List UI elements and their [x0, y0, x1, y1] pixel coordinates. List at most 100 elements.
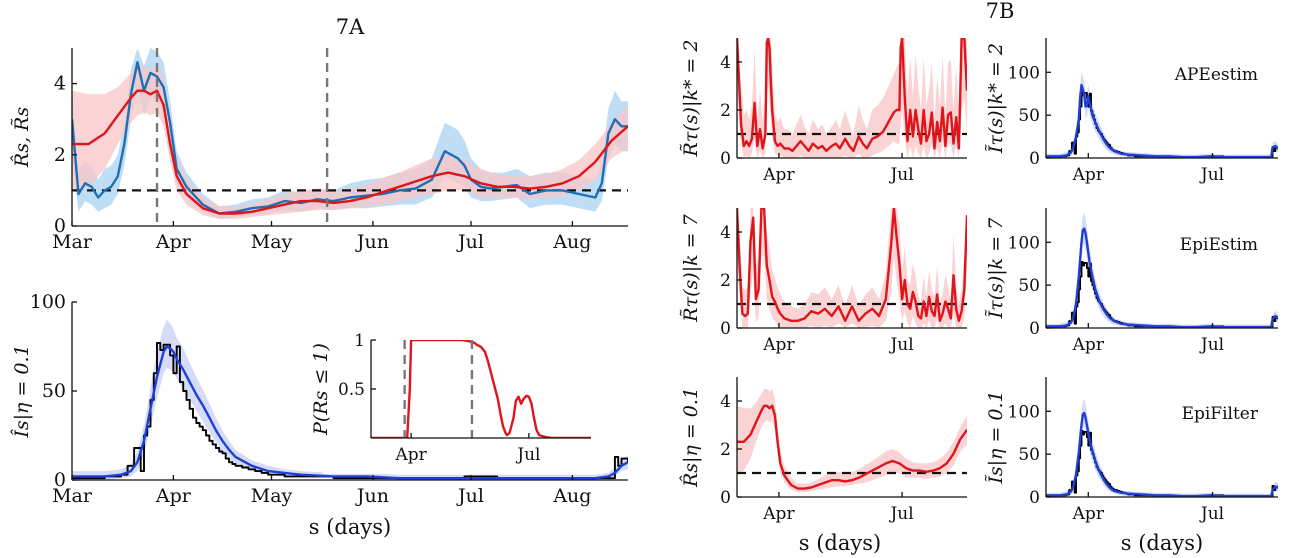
- panel-b-r-epifilter: 0 2 4 Apr Jul R̂s|η = 0.1 s (days): [680, 377, 967, 555]
- method-label: APEestim: [1174, 65, 1258, 85]
- panel-b-i-epiestim: 0 50 100 Apr Jul Ĩτ(s)|k = 7 EpiEstim: [985, 208, 1278, 355]
- y-axis-label: Ĩτ(s)|k* = 2: [985, 43, 1007, 154]
- plot-area-a-inset: [371, 340, 591, 438]
- y-tick-label: 0: [720, 319, 731, 339]
- series-line-hat: [72, 61, 628, 215]
- x-tick-label: Apr: [762, 335, 795, 355]
- y-axis-label: Ĩτ(s)|k = 7: [985, 217, 1007, 320]
- series-line-predicted: [1046, 83, 1278, 158]
- panel-b-i-apeestim: 0 50 100 Apr Jul Ĩτ(s)|k* = 2 APEestim: [985, 38, 1278, 185]
- ci-band-tilde: [737, 208, 967, 328]
- x-tick-label: Apr: [762, 165, 795, 185]
- y-tick-label: 50: [1018, 445, 1040, 465]
- panel-b-i-epifilter: 0 50 100 Apr Jul Ĩs|η = 0.1 s (days) EpiFilter: [985, 377, 1278, 555]
- y-tick-label: 1: [354, 331, 365, 351]
- panel-a-bottom: 0 50 100 Mar Apr May Jun Jul Aug Îs|η = 0.1 s (day…: [10, 291, 628, 539]
- y-tick-label: 100: [30, 291, 66, 313]
- plot-area-b-r-epifilter: [737, 389, 967, 493]
- y-tick-label: 100: [1008, 402, 1040, 422]
- y-tick-label: 0: [1029, 149, 1040, 169]
- x-tick-label: Jul: [456, 231, 484, 253]
- panel-a-title: 7A: [336, 15, 365, 39]
- x-tick-label: Jun: [355, 485, 389, 507]
- y-tick-label: 0: [54, 469, 66, 491]
- series-line-predicted: [1046, 227, 1278, 328]
- series-line-hat: [72, 345, 628, 480]
- plot-area-b-i-epiestim: [1046, 213, 1278, 328]
- y-tick-label: 50: [1018, 276, 1040, 296]
- y-axis-label: R̂s|η = 0.1: [680, 387, 702, 488]
- y-tick-label: 0: [1029, 319, 1040, 339]
- y-tick-label: 2: [720, 101, 731, 121]
- panel-b-r-epiestim: 0 2 4 Apr Jul R̃τ(s)|k = 7: [680, 208, 967, 355]
- panel-b-r-apeestim: 0 2 4 Apr Jul R̃τ(s)|k* = 2: [680, 38, 967, 185]
- y-axis-label: R̂s, R̃s: [11, 107, 33, 168]
- plot-area-a-top: [72, 48, 628, 219]
- x-tick-label: Jul: [1199, 504, 1224, 524]
- y-axis-label: R̃τ(s)|k = 7: [680, 213, 702, 322]
- x-tick-label: Jul: [888, 335, 913, 355]
- x-tick-label: Apr: [762, 504, 795, 524]
- x-tick-label: May: [251, 485, 293, 507]
- plot-area-b-r-epiestim: [737, 208, 967, 328]
- y-tick-label: 4: [720, 223, 731, 243]
- y-tick-label: 2: [720, 271, 731, 291]
- x-tick-label: Mar: [52, 485, 93, 507]
- x-tick-label: Apr: [394, 445, 427, 465]
- method-label: EpiEstim: [1180, 235, 1258, 255]
- y-tick-label: 0: [720, 488, 731, 508]
- series-line-tilde: [737, 38, 967, 152]
- y-tick-label: 0.5: [338, 380, 365, 400]
- series-line-tilde: [72, 89, 628, 215]
- x-tick-label: Jul: [888, 165, 913, 185]
- plot-area-b-r-apeestim: [737, 38, 967, 158]
- x-tick-label: Jul: [456, 485, 484, 507]
- series-line-observed: [1046, 261, 1278, 328]
- y-axis-label: R̃τ(s)|k* = 2: [680, 40, 702, 158]
- x-tick-label: Aug: [552, 485, 591, 507]
- y-tick-label: 2: [54, 144, 66, 166]
- x-tick-label: Jun: [355, 231, 389, 253]
- x-tick-label: Apr: [1072, 335, 1105, 355]
- panel-a-inset: 0.5 1 Apr Jul P(Rs ≤ 1): [310, 326, 603, 474]
- series-line-prob: [371, 340, 591, 438]
- x-tick-label: Jul: [1199, 165, 1224, 185]
- y-tick-label: 0: [1029, 488, 1040, 508]
- y-tick-label: 2: [720, 440, 731, 460]
- series-line-tilde: [737, 208, 967, 322]
- y-tick-label: 100: [1008, 233, 1040, 253]
- plot-area-b-i-apeestim: [1046, 72, 1278, 158]
- y-tick-label: 4: [720, 392, 731, 412]
- x-axis-label: s (days): [1121, 531, 1203, 555]
- x-tick-label: Apr: [1072, 165, 1105, 185]
- y-tick-label: 0: [720, 149, 731, 169]
- x-tick-label: Apr: [155, 231, 192, 253]
- method-label: EpiFilter: [1182, 404, 1259, 424]
- ci-band-hat: [737, 389, 967, 493]
- y-tick-label: 4: [720, 53, 731, 73]
- ci-band-tilde: [72, 65, 628, 219]
- series-line-hat: [737, 404, 967, 490]
- x-tick-label: Jul: [515, 445, 540, 465]
- x-tick-label: Jul: [1199, 335, 1224, 355]
- y-tick-label: 50: [1018, 106, 1040, 126]
- y-axis-label: Ĩs|η = 0.1: [985, 390, 1007, 484]
- y-tick-label: 4: [54, 73, 66, 95]
- panel-b-title: 7B: [986, 0, 1015, 23]
- y-tick-label: 0: [54, 215, 66, 237]
- x-axis-label: s (days): [309, 515, 391, 539]
- x-tick-label: Aug: [552, 231, 591, 253]
- y-tick-label: 50: [42, 380, 66, 402]
- panel-a-top: 0 2 4 Mar Apr May Jun Jul Aug R̂s, R̃s: [11, 48, 628, 253]
- y-axis-label: Îs|η = 0.1: [10, 344, 33, 438]
- x-tick-label: Apr: [1072, 504, 1105, 524]
- x-tick-label: May: [251, 231, 293, 253]
- x-tick-label: Mar: [52, 231, 93, 253]
- x-tick-label: Apr: [155, 485, 192, 507]
- plot-area-a-bottom: [72, 319, 628, 480]
- x-tick-label: Jul: [888, 504, 913, 524]
- series-line-predicted: [1046, 411, 1278, 497]
- y-axis-label: P(Rs ≤ 1): [310, 343, 332, 436]
